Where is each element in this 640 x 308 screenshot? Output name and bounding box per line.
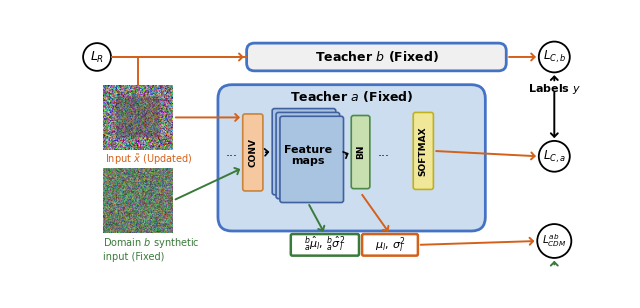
- Text: Labels $y$: Labels $y$: [528, 82, 581, 96]
- FancyBboxPatch shape: [291, 234, 359, 256]
- FancyBboxPatch shape: [413, 112, 433, 189]
- Text: SOFTMAX: SOFTMAX: [419, 126, 428, 176]
- Text: $L_{C,a}$: $L_{C,a}$: [543, 148, 566, 164]
- Text: ...: ...: [226, 146, 238, 159]
- Circle shape: [83, 43, 111, 71]
- FancyBboxPatch shape: [272, 108, 336, 195]
- Text: Input $\tilde{x}$ (Updated): Input $\tilde{x}$ (Updated): [105, 152, 192, 168]
- Text: CONV: CONV: [248, 138, 257, 167]
- Text: $L_R$: $L_R$: [90, 49, 104, 65]
- Circle shape: [539, 42, 570, 72]
- Text: Teacher $a$ (Fixed): Teacher $a$ (Fixed): [290, 89, 413, 104]
- Text: ...: ...: [378, 146, 390, 159]
- FancyBboxPatch shape: [362, 234, 418, 256]
- Text: $L_{C,b}$: $L_{C,b}$: [543, 49, 566, 65]
- Text: Domain $b$ synthetic
input (Fixed): Domain $b$ synthetic input (Fixed): [103, 236, 200, 262]
- Text: Feature
maps: Feature maps: [284, 145, 332, 166]
- FancyBboxPatch shape: [243, 114, 263, 191]
- FancyBboxPatch shape: [351, 116, 370, 188]
- FancyBboxPatch shape: [246, 43, 506, 71]
- Text: Teacher $b$ (Fixed): Teacher $b$ (Fixed): [314, 50, 438, 64]
- Circle shape: [537, 224, 572, 258]
- Circle shape: [539, 141, 570, 172]
- FancyBboxPatch shape: [218, 85, 485, 231]
- Text: BN: BN: [356, 145, 365, 159]
- FancyBboxPatch shape: [280, 116, 344, 203]
- Text: ${}^b_a\hat{\mu}_l,\, {}^b_a\hat{\sigma}^2_l$: ${}^b_a\hat{\mu}_l,\, {}^b_a\hat{\sigma}…: [305, 235, 346, 254]
- Text: $L^{ab}_{CDM}$: $L^{ab}_{CDM}$: [542, 233, 566, 249]
- FancyBboxPatch shape: [276, 112, 340, 199]
- Text: $\mu_l,\, \sigma^2_l$: $\mu_l,\, \sigma^2_l$: [374, 235, 405, 255]
